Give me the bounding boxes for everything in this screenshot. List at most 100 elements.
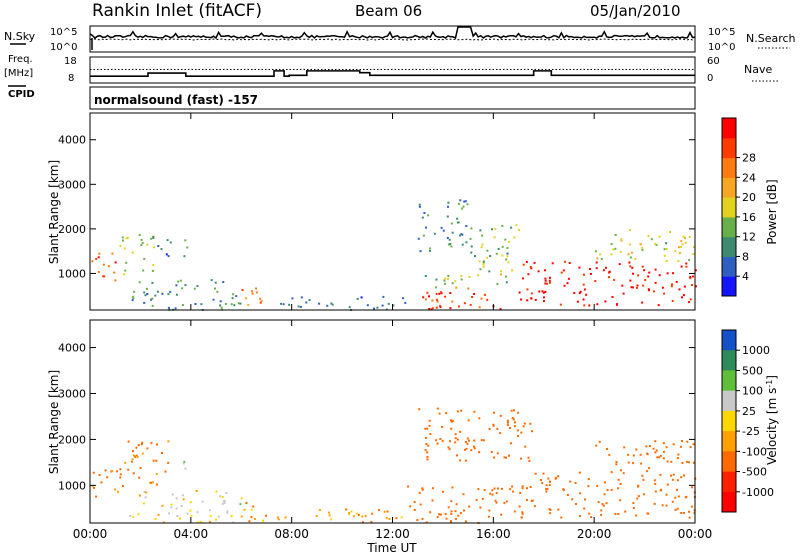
data-cell <box>527 456 530 459</box>
noise-search-trace <box>89 38 695 41</box>
data-cell <box>225 492 228 495</box>
data-cell <box>631 266 634 269</box>
data-cell <box>386 510 389 513</box>
data-cell <box>219 495 222 498</box>
data-cell <box>495 501 498 504</box>
colorbar-tick-label: 12 <box>742 231 756 244</box>
time-tick-label: 00:00 <box>73 527 108 541</box>
data-cell <box>482 260 485 263</box>
colorbar-tick-label: 16 <box>742 211 756 224</box>
data-cell <box>515 224 518 227</box>
data-cell <box>573 292 576 294</box>
data-cell <box>426 451 429 454</box>
data-cell <box>480 439 483 442</box>
data-cell <box>562 269 565 272</box>
data-cell <box>557 475 560 478</box>
data-cell <box>449 440 451 443</box>
data-cell <box>444 513 447 516</box>
data-cell <box>93 486 95 489</box>
data-cell <box>662 442 665 445</box>
data-cell <box>215 490 218 493</box>
data-cell <box>297 305 300 308</box>
data-cell <box>636 497 639 500</box>
colorbar-swatch <box>722 330 736 351</box>
data-cell <box>521 511 524 514</box>
data-cell <box>119 244 122 247</box>
data-cell <box>171 493 174 496</box>
data-cell <box>684 241 687 244</box>
colorbar-tick-label: 25 <box>742 405 756 418</box>
data-cell <box>473 410 476 413</box>
nave-label: Nave <box>744 63 772 76</box>
data-cell <box>526 299 529 302</box>
data-cell <box>510 409 513 412</box>
data-cell <box>95 258 98 260</box>
noise-panel-frame <box>89 25 696 53</box>
data-cell <box>677 453 680 456</box>
data-cell <box>608 453 611 456</box>
data-cell <box>590 516 593 518</box>
data-cell <box>217 515 220 518</box>
data-cell <box>450 427 453 430</box>
data-cell <box>479 229 482 232</box>
data-cell <box>525 260 528 263</box>
data-cell <box>133 454 135 457</box>
data-cell <box>157 245 160 247</box>
data-cell <box>208 520 211 523</box>
data-cell <box>418 491 421 494</box>
time-axis-title: Time UT <box>366 541 417 554</box>
data-cell <box>478 451 481 454</box>
data-cell <box>141 242 144 244</box>
data-cell <box>114 261 117 264</box>
data-cell <box>235 295 238 298</box>
colorbar-tick-label: -500 <box>742 466 767 479</box>
data-cell <box>381 304 384 307</box>
data-cell <box>576 300 579 303</box>
data-cell <box>114 279 117 282</box>
data-cell <box>646 453 649 456</box>
data-cell <box>578 471 581 474</box>
data-cell <box>413 509 416 511</box>
data-cell <box>530 297 533 300</box>
data-region-7 <box>422 287 502 311</box>
data-cell <box>491 493 494 496</box>
data-cell <box>443 279 446 282</box>
data-cell <box>447 506 450 509</box>
data-region-8 <box>424 273 508 289</box>
data-cell <box>443 282 446 285</box>
data-cell <box>400 516 403 519</box>
data-cell <box>464 520 467 523</box>
data-cell <box>666 483 669 486</box>
data-cell <box>602 269 605 272</box>
data-cell <box>665 446 668 449</box>
data-cell <box>634 257 637 260</box>
data-cell <box>583 507 586 510</box>
data-cell <box>151 281 154 284</box>
data-cell <box>493 236 496 239</box>
data-cell <box>619 483 622 485</box>
data-cell <box>594 250 597 253</box>
data-cell <box>137 513 140 516</box>
data-cell <box>121 236 124 239</box>
data-cell <box>631 251 633 254</box>
data-cell <box>92 471 95 474</box>
data-cell <box>506 419 509 422</box>
data-cell <box>598 440 601 443</box>
data-cell <box>631 286 634 289</box>
data-cell <box>482 263 485 266</box>
data-cell <box>330 302 333 305</box>
data-cell <box>619 469 622 472</box>
data-cell <box>683 474 685 477</box>
data-cell <box>449 307 452 310</box>
data-cell <box>418 203 421 206</box>
data-cell <box>423 212 426 214</box>
data-cell <box>122 485 124 488</box>
data-cell <box>500 270 503 273</box>
data-cell <box>623 446 626 449</box>
data-cell <box>232 293 235 296</box>
data-cell <box>468 505 471 508</box>
data-cell <box>503 502 506 505</box>
data-cell <box>175 497 178 500</box>
data-cell <box>151 481 154 484</box>
data-cell <box>239 503 242 506</box>
